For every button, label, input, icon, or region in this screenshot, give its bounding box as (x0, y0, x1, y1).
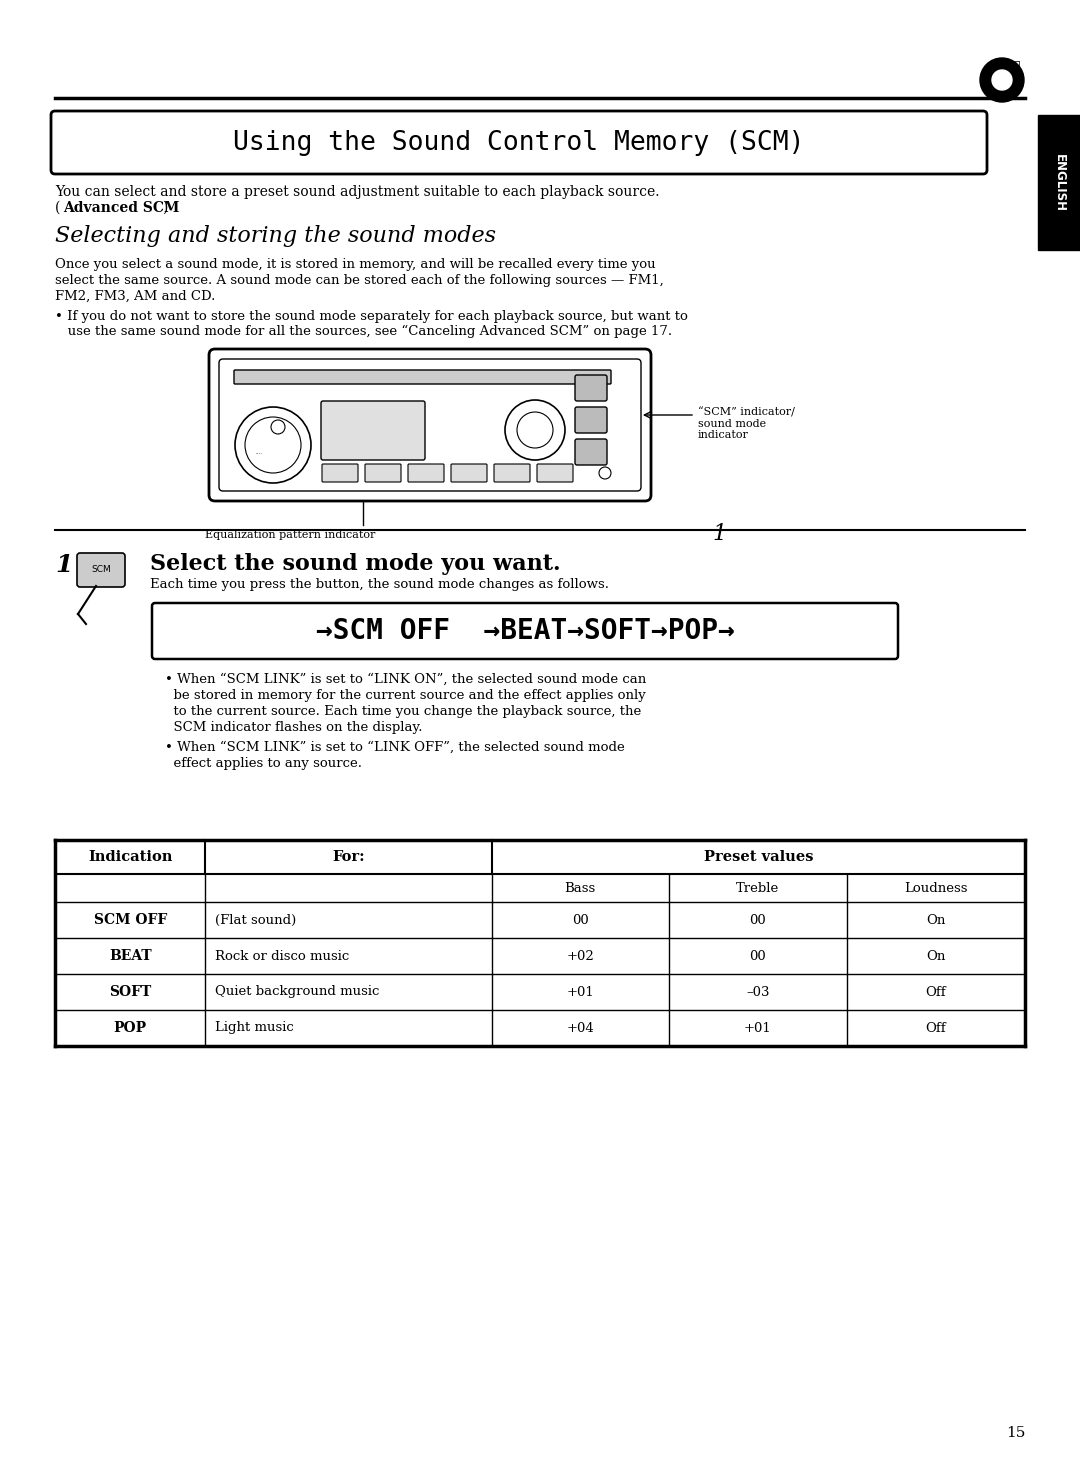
FancyBboxPatch shape (322, 464, 357, 482)
Text: Using the Sound Control Memory (SCM): Using the Sound Control Memory (SCM) (233, 129, 805, 155)
Text: +04: +04 (566, 1022, 594, 1035)
Text: Bass: Bass (565, 881, 596, 895)
FancyBboxPatch shape (210, 348, 651, 501)
Text: Rock or disco music: Rock or disco music (215, 950, 350, 962)
Circle shape (245, 417, 301, 473)
FancyBboxPatch shape (321, 401, 426, 460)
Text: Each time you press the button, the sound mode changes as follows.: Each time you press the button, the soun… (150, 578, 609, 591)
FancyBboxPatch shape (575, 439, 607, 466)
Text: Off: Off (926, 985, 946, 998)
Text: SCM OFF: SCM OFF (94, 914, 166, 927)
Text: ENGLISH: ENGLISH (1053, 154, 1066, 211)
FancyBboxPatch shape (219, 359, 642, 490)
FancyBboxPatch shape (575, 407, 607, 433)
Text: SOFT: SOFT (109, 985, 151, 998)
Circle shape (980, 59, 1024, 102)
Text: • When “SCM LINK” is set to “LINK ON”, the selected sound mode can: • When “SCM LINK” is set to “LINK ON”, t… (165, 673, 646, 687)
Text: Selecting and storing the sound modes: Selecting and storing the sound modes (55, 225, 496, 247)
Text: →SCM OFF  →BEAT→SOFT→POP→: →SCM OFF →BEAT→SOFT→POP→ (315, 616, 734, 646)
Circle shape (599, 467, 611, 479)
Text: “SCM” indicator/
sound mode
indicator: “SCM” indicator/ sound mode indicator (698, 407, 795, 441)
Text: effect applies to any source.: effect applies to any source. (165, 757, 362, 770)
Text: • When “SCM LINK” is set to “LINK OFF”, the selected sound mode: • When “SCM LINK” is set to “LINK OFF”, … (165, 741, 624, 754)
Text: For:: For: (333, 851, 365, 864)
FancyBboxPatch shape (408, 464, 444, 482)
Text: (: ( (55, 201, 60, 215)
Text: Loudness: Loudness (904, 881, 968, 895)
Text: ): ) (162, 201, 167, 215)
Circle shape (517, 411, 553, 448)
FancyBboxPatch shape (51, 111, 987, 174)
Text: Quiet background music: Quiet background music (215, 985, 380, 998)
Text: SCM indicator flashes on the display.: SCM indicator flashes on the display. (165, 720, 422, 733)
Text: 00: 00 (750, 950, 766, 962)
FancyBboxPatch shape (494, 464, 530, 482)
Text: On: On (926, 950, 945, 962)
Text: be stored in memory for the current source and the effect applies only: be stored in memory for the current sour… (165, 690, 646, 703)
FancyBboxPatch shape (537, 464, 573, 482)
Circle shape (235, 407, 311, 483)
Text: to the current source. Each time you change the playback source, the: to the current source. Each time you cha… (165, 706, 642, 717)
Text: Off: Off (926, 1022, 946, 1035)
FancyBboxPatch shape (234, 370, 611, 384)
Text: 1: 1 (713, 523, 727, 545)
Text: You can select and store a preset sound adjustment suitable to each playback sou: You can select and store a preset sound … (55, 184, 660, 199)
Circle shape (505, 400, 565, 460)
Text: FM2, FM3, AM and CD.: FM2, FM3, AM and CD. (55, 290, 215, 303)
FancyBboxPatch shape (152, 603, 897, 659)
Text: +02: +02 (566, 950, 594, 962)
Text: +01: +01 (566, 985, 594, 998)
Text: Treble: Treble (737, 881, 780, 895)
Text: Light music: Light music (215, 1022, 294, 1035)
Text: SCM: SCM (91, 565, 111, 574)
Text: Once you select a sound mode, it is stored in memory, and will be recalled every: Once you select a sound mode, it is stor… (55, 258, 656, 271)
Text: Select the sound mode you want.: Select the sound mode you want. (150, 553, 561, 575)
Text: +01: +01 (744, 1022, 771, 1035)
FancyBboxPatch shape (77, 553, 125, 587)
FancyBboxPatch shape (365, 464, 401, 482)
Text: (Flat sound): (Flat sound) (215, 914, 297, 927)
Text: use the same sound mode for all the sources, see “Canceling Advanced SCM” on pag: use the same sound mode for all the sour… (55, 325, 672, 338)
Text: –03: –03 (746, 985, 770, 998)
Circle shape (993, 70, 1012, 89)
Text: On: On (926, 914, 945, 927)
Text: 1: 1 (55, 553, 72, 577)
Text: 🔑: 🔑 (1012, 60, 1020, 73)
Bar (1038, 116, 1080, 250)
Text: 00: 00 (572, 914, 589, 927)
Text: BEAT: BEAT (109, 949, 151, 963)
Text: • If you do not want to store the sound mode separately for each playback source: • If you do not want to store the sound … (55, 310, 688, 324)
Text: 15: 15 (1005, 1426, 1025, 1441)
Text: Equalization pattern indicator: Equalization pattern indicator (205, 530, 376, 540)
FancyBboxPatch shape (451, 464, 487, 482)
Text: 00: 00 (750, 914, 766, 927)
Text: select the same source. A sound mode can be stored each of the following sources: select the same source. A sound mode can… (55, 274, 664, 287)
Text: POP: POP (113, 1020, 147, 1035)
Text: ....: .... (255, 451, 262, 455)
FancyBboxPatch shape (575, 375, 607, 401)
Text: Indication: Indication (87, 851, 173, 864)
Text: Preset values: Preset values (703, 851, 813, 864)
Text: Advanced SCM: Advanced SCM (63, 201, 179, 215)
Circle shape (271, 420, 285, 433)
